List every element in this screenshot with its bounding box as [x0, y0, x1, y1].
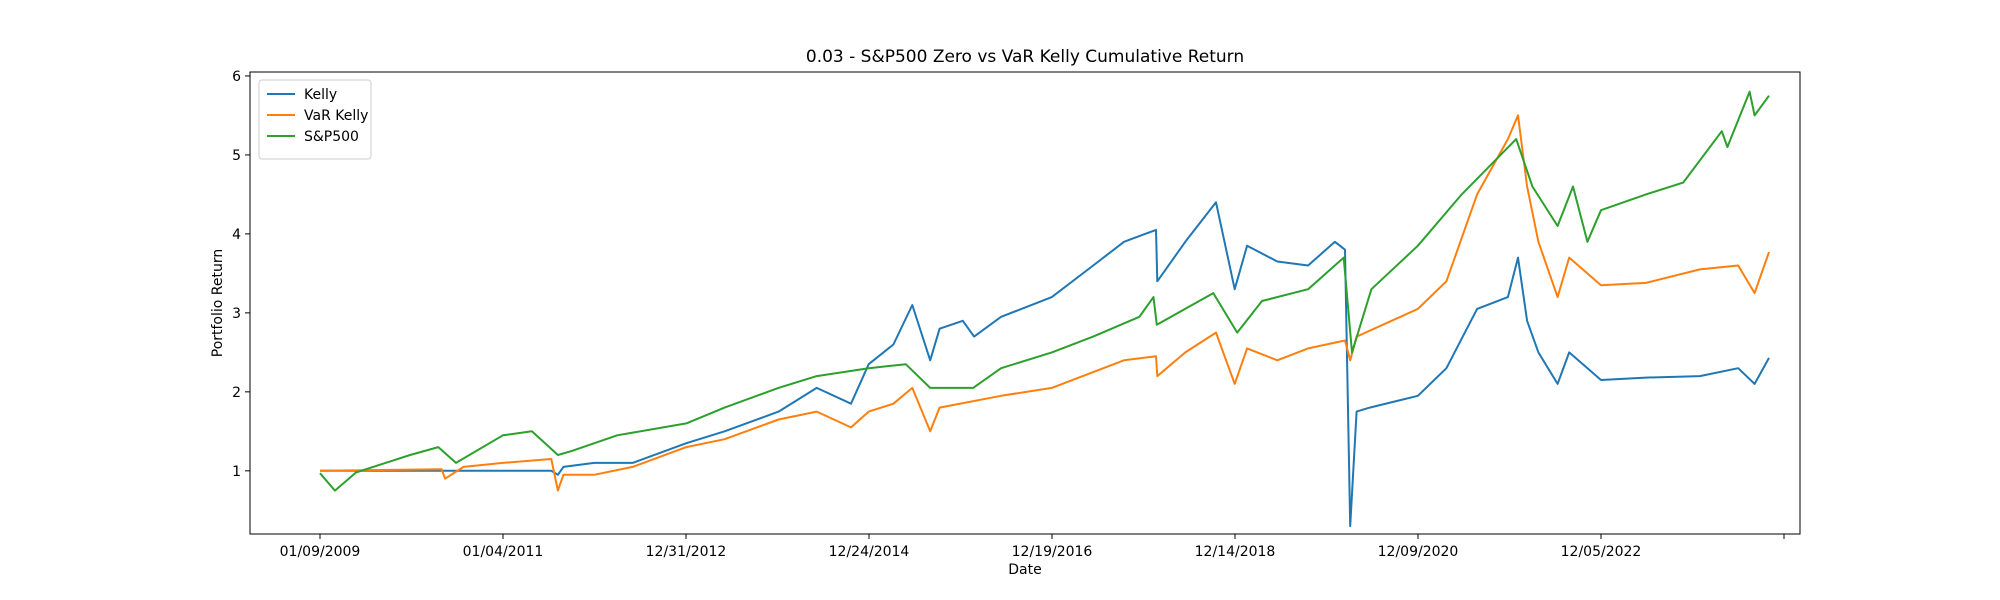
series-line-kelly: [320, 201, 1770, 528]
plot-area-frame: [249, 71, 1801, 535]
y-tick-label: 2: [232, 385, 241, 401]
x-tick-label: 12/09/2020: [1378, 544, 1459, 560]
x-tick-label: 12/14/2018: [1195, 544, 1276, 560]
x-tick-label: 12/24/2014: [829, 544, 910, 560]
x-axis-label: Date: [1008, 562, 1041, 578]
y-axis-label: Portfolio Return: [210, 249, 226, 358]
y-tick-label: 4: [232, 227, 241, 243]
y-tick-label: 6: [232, 69, 241, 85]
x-tick-label: 01/09/2009: [280, 544, 361, 560]
x-tick-label: 12/05/2022: [1561, 544, 1642, 560]
x-tick-label: 12/19/2016: [1012, 544, 1093, 560]
chart-title: 0.03 - S&P500 Zero vs VaR Kelly Cumulati…: [806, 47, 1244, 67]
y-tick-label: 5: [232, 148, 241, 164]
legend-label: VaR Kelly: [304, 108, 368, 124]
x-tick-label: 01/04/2011: [463, 544, 544, 560]
series-line-s-p500: [319, 90, 1770, 492]
x-tick-label: 12/31/2012: [646, 544, 727, 560]
x-axis: 01/09/2009 01/04/2011 12/31/2012 12/24/2014…: [280, 534, 1785, 560]
legend: Kelly VaR Kelly S&P500: [258, 79, 372, 160]
y-tick-label: 1: [232, 464, 241, 480]
legend-label: S&P500: [304, 129, 359, 145]
series-layer: [319, 90, 1770, 528]
legend-label: Kelly: [304, 87, 337, 103]
y-tick-label: 3: [232, 306, 241, 322]
series-line-var-kelly: [319, 114, 1770, 492]
legend-box: [258, 79, 372, 160]
y-axis: 1 2 3 4 5 6: [232, 69, 250, 480]
